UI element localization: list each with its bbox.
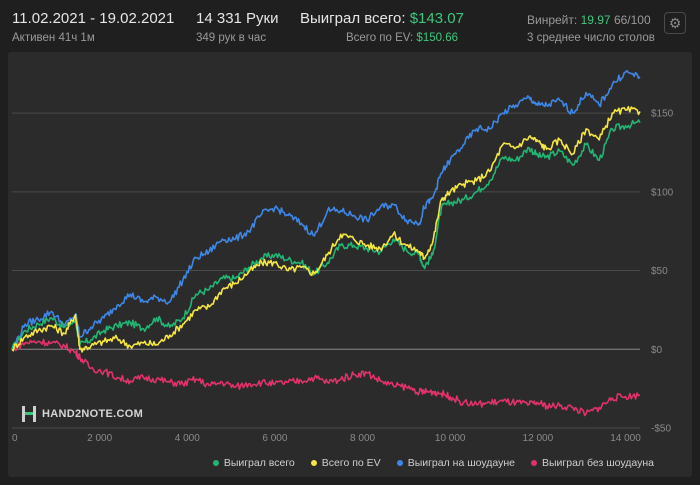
avg-tables: 3 среднее число столов [527,32,655,44]
legend-label: Выиграл на шоудауне [407,457,515,469]
active-time: Активен 41ч 1м [12,32,95,44]
winrate-label: Винрейт: [527,13,578,27]
chart-grid [12,112,640,429]
legend-dot-icon [531,460,537,466]
legend-dot-icon [310,460,317,466]
legend-item[interactable]: Выиграл без шоудауна [531,457,654,469]
legend-dot-icon [212,460,219,466]
legend-item[interactable]: Выиграл на шоудауне [396,457,515,469]
won-total: Выиграл всего: $143.07 [300,10,464,27]
gear-icon: ⚙ [668,14,682,31]
y-tick-label: $150 [651,109,674,120]
chart-legend: Выиграл всего Всего по EV Выиграл на шоуда… [212,457,654,469]
legend-item[interactable]: Всего по EV [310,457,381,469]
legend-label: Выиграл всего [223,457,295,469]
winrate-value: 19.97 [580,13,611,27]
hands-count: 14 331 Руки [196,10,279,27]
showdown-winnings-line [11,69,641,350]
date-range: 11.02.2021 - 19.02.2021 [12,10,175,27]
settings-button[interactable]: ⚙ [664,12,686,34]
won-total-value: $143.07 [409,10,464,27]
legend-dot-icon [396,460,403,466]
stats-header: 11.02.2021 - 19.02.2021 Активен 41ч 1м 1… [0,0,700,52]
ev-winnings-line [11,105,641,353]
y-tick-label: $100 [651,187,674,198]
chart-panel [8,52,692,477]
legend-label: Выиграл без шоудауна [542,457,654,469]
winrate: Винрейт: 19.97 66/100 [527,13,651,27]
chart-lines [11,69,641,417]
no-showdown-winnings-line [11,338,641,417]
winrate-suffix: 66/100 [613,13,651,27]
logo-mark-icon [22,406,36,422]
y-tick-label: $0 [651,345,663,356]
x-tick-label: 10 000 [435,433,466,444]
x-tick-label: 12 000 [523,433,554,444]
x-tick-label: 0 [12,433,18,444]
x-tick-label: 2 000 [87,433,112,444]
x-tick-label: 8 000 [350,433,375,444]
y-tick-label: -$50 [651,424,671,435]
ev-total-value: $150.66 [416,32,458,44]
hands-per-hour: 349 рук в час [196,32,267,44]
ev-total-label: Всего по EV: [345,32,414,44]
won-total-label: Выиграл всего: [300,10,406,27]
total-winnings-line [11,119,641,350]
x-tick-label: 14 000 [610,433,641,444]
y-tick-label: $50 [651,266,668,277]
y-axis-labels: -$50 $0 $50 $100 $150 [651,109,674,435]
hand2note-logo: HAND2NOTE.COM [22,406,143,422]
x-tick-label: 6 000 [262,433,287,444]
legend-item[interactable]: Выиграл всего [212,457,295,469]
x-axis-labels: 0 2 000 4 000 6 000 8 000 10 000 12 000 14 000 [12,433,641,444]
ev-total: Всего по EV: $150.66 [346,32,458,44]
logo-text: HAND2NOTE.COM [42,408,144,420]
legend-label: Всего по EV [321,457,381,469]
x-tick-label: 4 000 [175,433,200,444]
